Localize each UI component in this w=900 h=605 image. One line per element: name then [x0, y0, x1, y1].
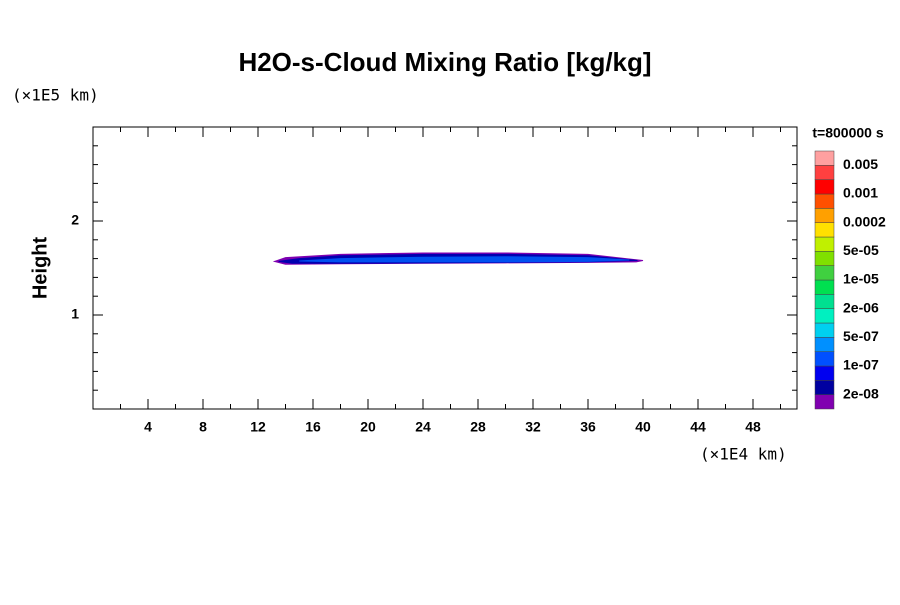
y-axis-label: Height: [29, 237, 51, 300]
colorbar-box: [814, 380, 835, 395]
chart-title: H2O-s-Cloud Mixing Ratio [kg/kg]: [238, 47, 651, 77]
colorbar-label: 1e-05: [843, 271, 879, 287]
x-tick-label: 24: [415, 419, 431, 435]
x-tick-label: 48: [745, 419, 761, 435]
colorbar-box: [814, 236, 835, 252]
colorbar-box: [814, 337, 835, 352]
colorbar-label: 5e-05: [843, 242, 879, 258]
colorbar-box: [814, 208, 835, 223]
x-tick-label: 40: [635, 419, 651, 435]
colorbar-box: [814, 193, 835, 209]
y-tick-label: 1: [71, 306, 79, 322]
colorbar-box: [814, 322, 835, 338]
colorbar-label: 5e-07: [843, 328, 879, 344]
x-tick-label: 20: [360, 419, 376, 435]
colorbar-box: [814, 265, 835, 281]
x-tick-label: 12: [250, 419, 266, 435]
x-axis-label: (×1E4 km): [700, 445, 787, 464]
colorbar-box: [814, 365, 835, 381]
plot-frame: [92, 126, 798, 410]
colorbar-box: [814, 150, 835, 166]
x-tick-label: 4: [144, 419, 152, 435]
colorbar-box: [814, 308, 835, 324]
x-tick-label: 32: [525, 419, 541, 435]
colorbar-label: 2e-08: [843, 385, 879, 401]
colorbar-box: [814, 394, 835, 410]
colorbar-box: [814, 222, 835, 238]
x-tick-label: 36: [580, 419, 596, 435]
colorbar-label: 0.0002: [843, 213, 886, 229]
x-tick-label: 16: [305, 419, 321, 435]
colorbar-label: 0.005: [843, 156, 878, 172]
x-tick-label: 8: [199, 419, 207, 435]
colorbar-label: 2e-06: [843, 299, 879, 315]
colorbar-box: [814, 351, 835, 367]
colorbar-label: 1e-07: [843, 357, 879, 373]
y-unit-label: (×1E5 km): [12, 86, 99, 105]
colorbar-box: [814, 294, 835, 309]
colorbar-box: [814, 165, 835, 180]
colorbar-box: [814, 251, 835, 266]
y-tick-label: 2: [71, 212, 79, 228]
colorbar-box: [814, 179, 835, 195]
colorbar-label: 0.001: [843, 185, 878, 201]
x-tick-label: 44: [690, 419, 706, 435]
filled-contour: [299, 256, 630, 263]
x-tick-label: 28: [470, 419, 486, 435]
colorbar-box: [814, 279, 835, 295]
time-label: t=800000 s: [812, 125, 883, 141]
